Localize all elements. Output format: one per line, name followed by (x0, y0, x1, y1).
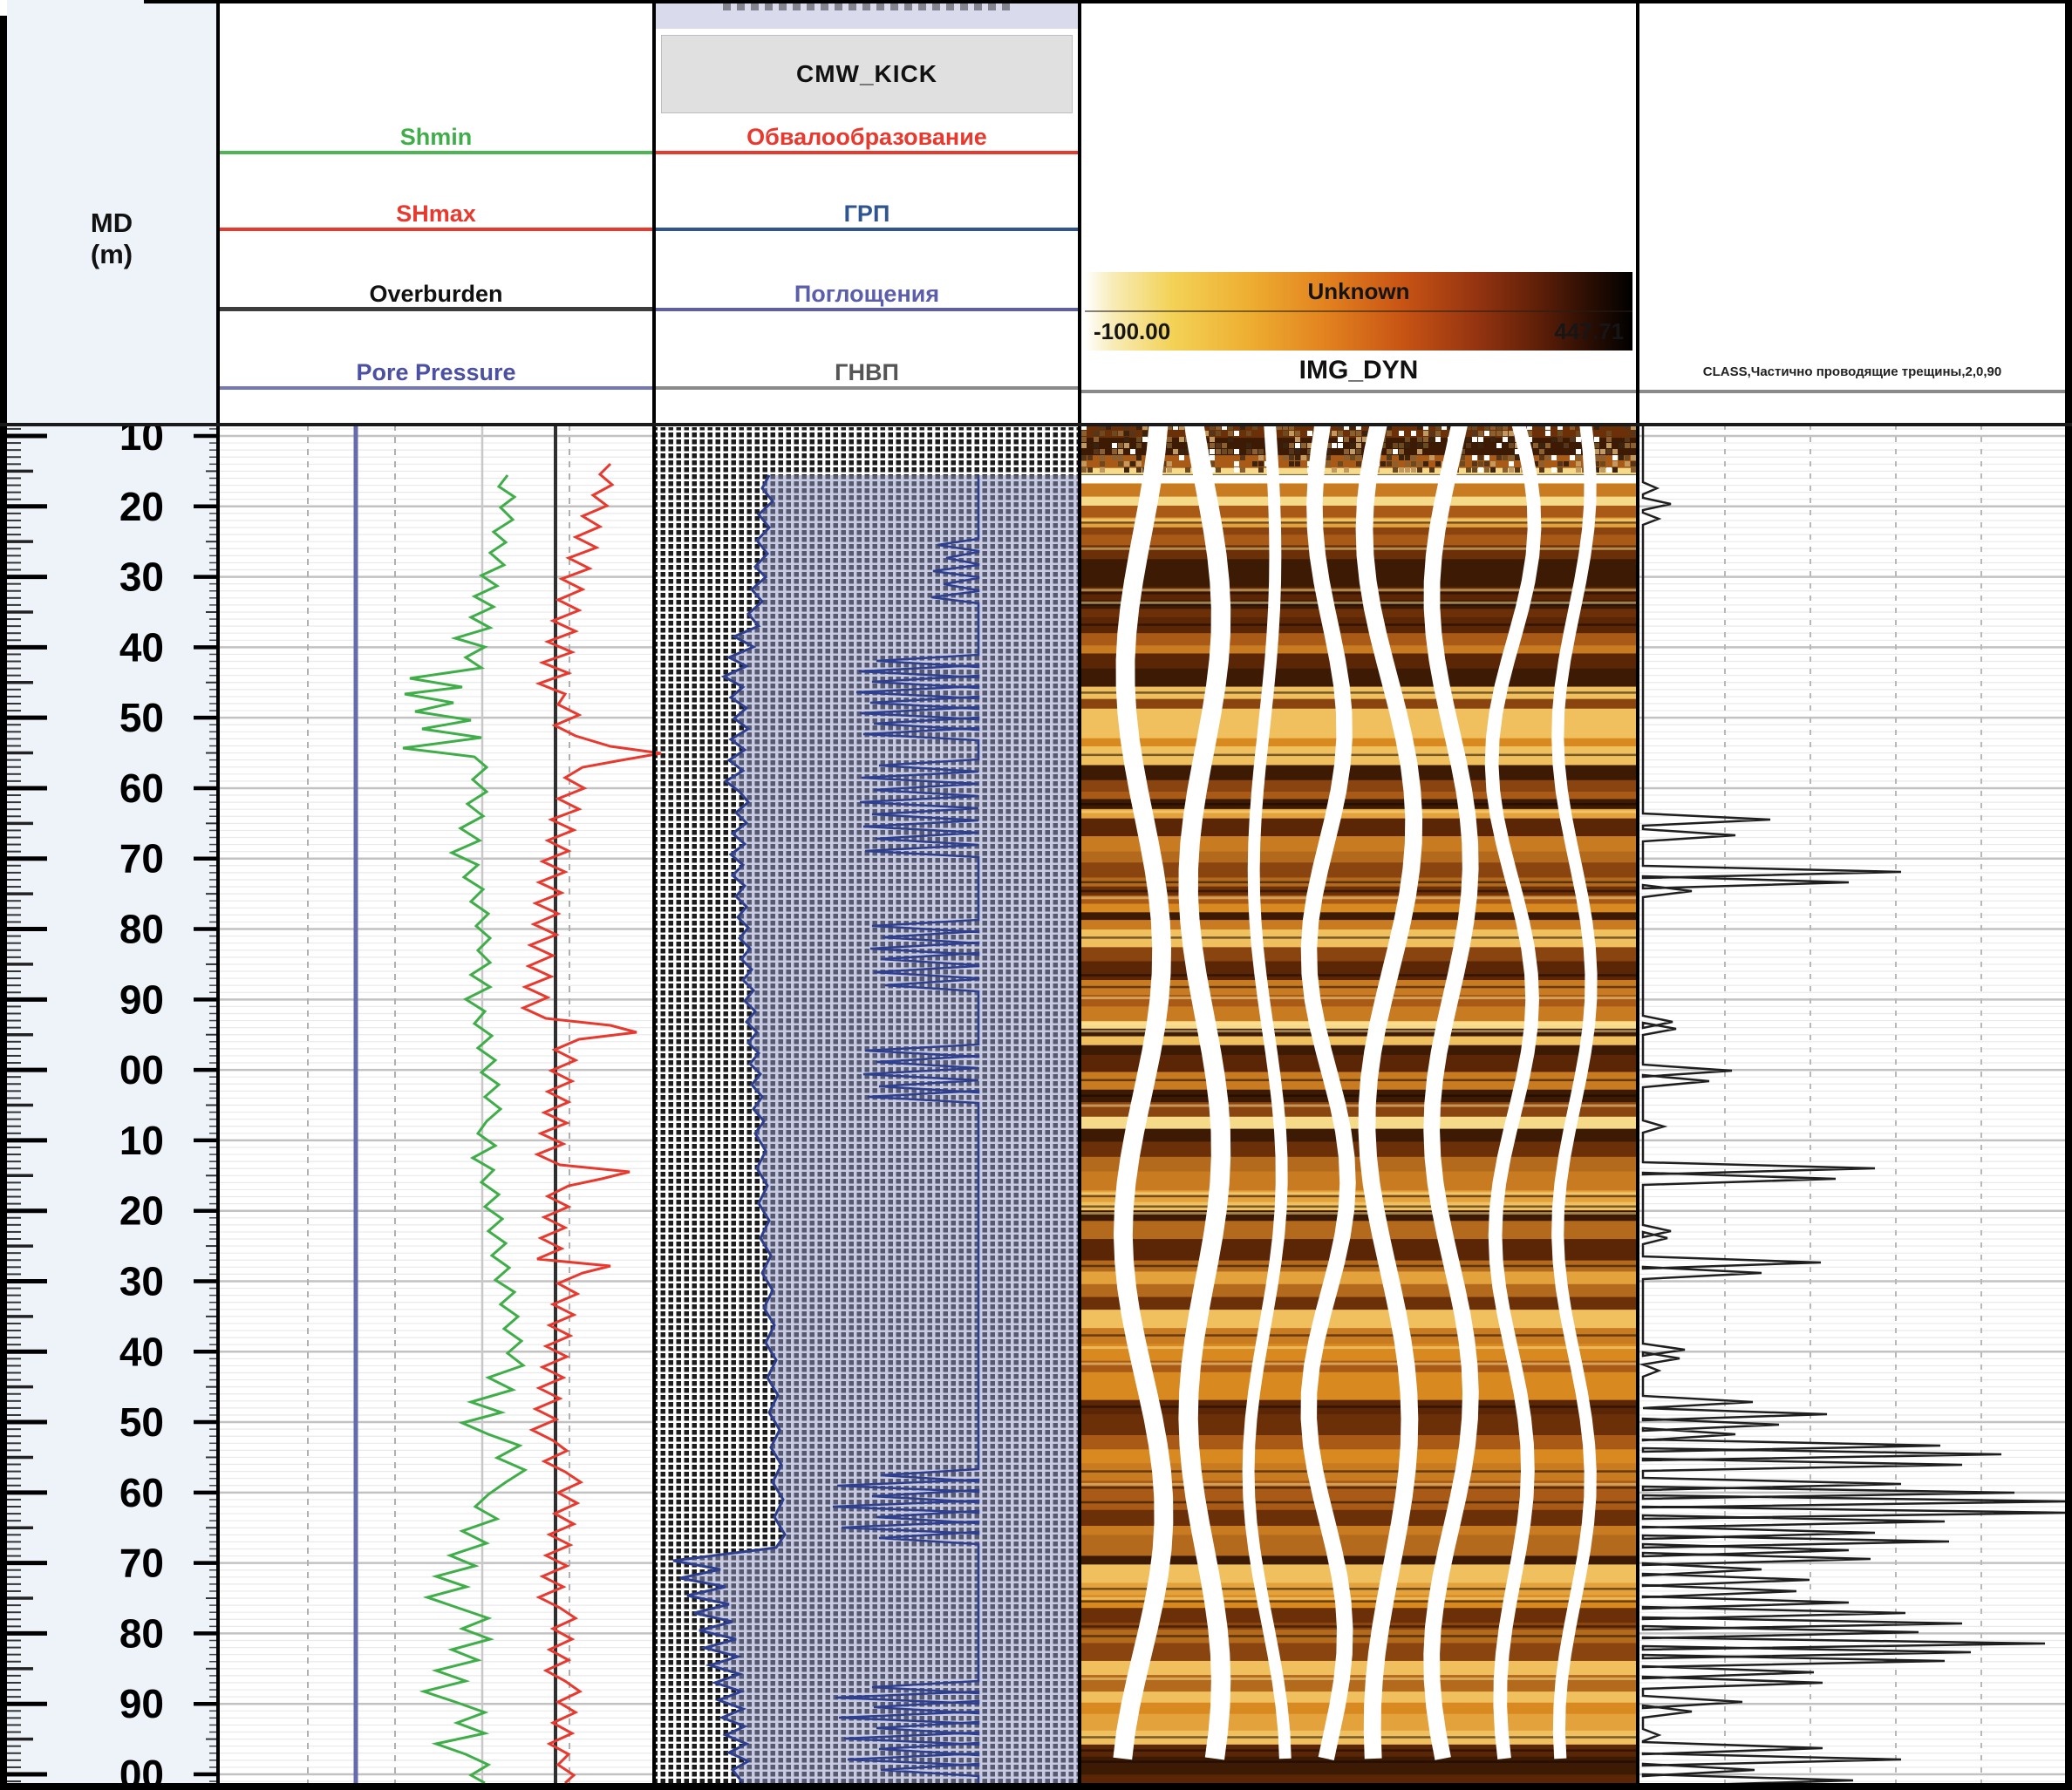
svg-text:00: 00 (119, 1047, 164, 1092)
class-track-header: CLASS,Частично проводящие трещины,2,0,90 (1639, 0, 2065, 425)
event-row-losses[interactable]: Поглощения (656, 264, 1078, 311)
event-underline (656, 308, 1078, 311)
svg-text:30: 30 (119, 1258, 164, 1303)
log-plot-area[interactable]: 10 20 30 40 50 60 70 80 90 00 10 20 30 40 50 60 70 80 90 00 (0, 413, 2072, 1790)
svg-text:80: 80 (119, 1610, 164, 1656)
svg-text:70: 70 (119, 1541, 164, 1586)
event-row-caving[interactable]: Обвалообразование (656, 107, 1078, 154)
curve-underline (220, 228, 652, 231)
colormap-bar[interactable]: Unknown -100.00 447.71 (1085, 272, 1632, 351)
svg-text:20: 20 (119, 1188, 164, 1234)
cmw-kick-box[interactable]: CMW_KICK (661, 35, 1073, 113)
event-underline (656, 151, 1078, 154)
divider-track2-track3 (1078, 0, 1081, 1790)
svg-text:80: 80 (119, 907, 164, 952)
svg-text:60: 60 (119, 766, 164, 811)
event-label: Поглощения (794, 281, 940, 307)
class-curve-label[interactable]: CLASS,Частично проводящие трещины,2,0,90 (1702, 364, 2002, 379)
svg-text:70: 70 (119, 836, 164, 881)
depth-track-header[interactable]: MD (m) (7, 0, 216, 425)
header-underline (1639, 390, 2065, 393)
curve-row-shmax[interactable]: SHmax (220, 184, 652, 231)
border-right (2065, 0, 2072, 1790)
divider-depth-track1 (216, 0, 220, 1790)
cmw-track-header: CMW_KICK Обвалообразование ГРП Поглощени… (656, 0, 1078, 425)
svg-text:90: 90 (119, 977, 164, 1022)
svg-text:40: 40 (119, 624, 164, 670)
event-label: ГНВП (835, 359, 899, 385)
divider-track3-track4 (1636, 0, 1639, 1790)
border-bottom (0, 1783, 2072, 1790)
svg-text:10: 10 (119, 425, 164, 459)
svg-text:40: 40 (119, 1329, 164, 1374)
header-body-separator (0, 423, 2072, 426)
colormap-min: -100.00 (1094, 317, 1171, 344)
svg-text:50: 50 (119, 1399, 164, 1445)
svg-text:10: 10 (119, 1118, 164, 1163)
border-left (0, 16, 7, 1790)
event-row-gnvp[interactable]: ГНВП (656, 343, 1078, 390)
colormap-max: 447.71 (1554, 317, 1624, 344)
cmw-top-band (656, 0, 1078, 29)
colormap-label: Unknown (1307, 277, 1410, 304)
curve-label: Pore Pressure (356, 359, 516, 385)
curve-label: SHmax (396, 201, 476, 227)
depth-axis-title: MD (m) (90, 208, 133, 269)
svg-text:30: 30 (119, 555, 164, 600)
curve-row-pore-pressure[interactable]: Pore Pressure (220, 343, 652, 390)
event-row-grp[interactable]: ГРП (656, 184, 1078, 231)
divider-track1-track2 (652, 0, 656, 1790)
truncated-text-smudge (723, 2, 1011, 10)
svg-text:20: 20 (119, 484, 164, 529)
event-label: Обвалообразование (746, 124, 987, 150)
curve-label: Shmin (399, 124, 473, 150)
svg-text:50: 50 (119, 695, 164, 740)
svg-text:90: 90 (119, 1681, 164, 1726)
event-underline (656, 228, 1078, 231)
image-track-header: Unknown -100.00 447.71 IMG_DYN (1081, 0, 1636, 425)
event-underline (656, 386, 1078, 390)
borehole-image-texture (1081, 425, 1636, 1783)
image-curve-name: IMG_DYN (1298, 356, 1419, 385)
border-top (144, 0, 2072, 3)
header-underline (1081, 390, 1636, 393)
curve-row-overburden[interactable]: Overburden (220, 264, 652, 311)
curve-underline (220, 386, 652, 390)
curve-underline (220, 151, 652, 154)
event-label: ГРП (843, 201, 890, 227)
curve-underline (220, 307, 652, 311)
svg-text:60: 60 (119, 1470, 164, 1515)
curve-row-shmin[interactable]: Shmin (220, 107, 652, 154)
pressure-track-header: Shmin SHmax Overburden Pore Pressure (220, 0, 652, 425)
curve-label: Overburden (369, 281, 503, 307)
